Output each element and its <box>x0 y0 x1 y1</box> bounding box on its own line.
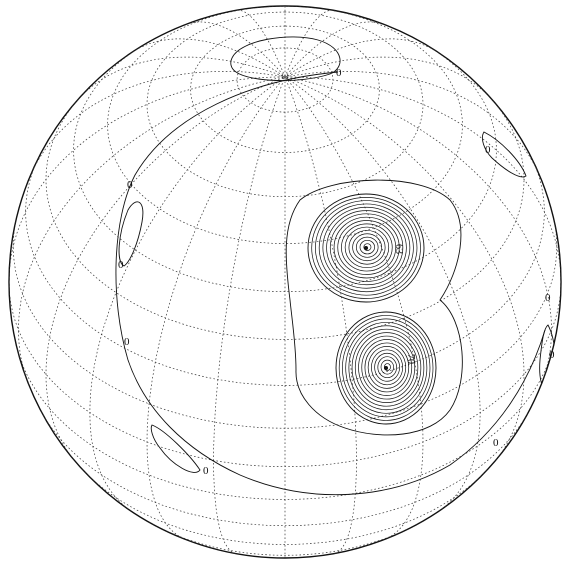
peak-lower-ring <box>342 318 431 418</box>
meridian-line <box>77 56 286 100</box>
peak-upper-contours <box>307 193 425 303</box>
label-zero-left-mid: 0 <box>124 336 130 348</box>
label-peak-lower: 70 <box>405 354 416 364</box>
peak-lower-ring <box>348 325 425 411</box>
label-zero-right-lower: 0 <box>493 437 499 449</box>
peak-lower-ring <box>377 356 397 379</box>
parallel-line <box>25 158 545 386</box>
peak-upper-ring <box>348 230 386 265</box>
meridian-line <box>284 76 525 461</box>
peak-lower-ring <box>361 339 413 396</box>
label-peak-upper: 63 <box>393 244 404 254</box>
peak-lower-ring <box>364 342 410 393</box>
peak-upper-center <box>364 246 368 250</box>
meridian-line <box>18 76 286 385</box>
meridian-line <box>284 71 539 174</box>
peak-lower-contours <box>335 311 437 425</box>
label-zero-upper-right: 0 <box>485 144 491 156</box>
parallel-line <box>148 521 422 556</box>
parallel-line <box>45 99 525 340</box>
label-zero-top: 0 <box>336 67 342 79</box>
peak-upper-ring <box>344 226 390 269</box>
peak-upper-ring <box>318 203 414 293</box>
peak-upper-ring <box>307 193 425 303</box>
peak-upper-ring <box>355 236 379 258</box>
meridian-line <box>31 71 286 174</box>
peak-lower-ring <box>345 321 428 414</box>
peak-lower-ring <box>374 352 400 382</box>
peak-upper-ring <box>352 233 382 262</box>
meridian-line <box>284 76 561 283</box>
peak-upper-ring <box>326 210 407 286</box>
peak-lower-ring <box>351 328 422 407</box>
meridian-line <box>284 76 552 385</box>
peak-lower-ring <box>367 346 407 389</box>
peak-lower-center <box>384 366 388 370</box>
parallel-line <box>40 411 530 527</box>
meridian-line <box>9 76 286 283</box>
label-zero-right-edge: 0 <box>549 349 555 361</box>
peak-upper-ring <box>315 200 418 296</box>
graticule-grid <box>9 6 561 558</box>
peak-upper-ring <box>322 206 411 289</box>
zero-contour-peaks-envelope <box>285 179 463 436</box>
peak-upper-ring <box>341 223 393 272</box>
peak-upper-ring <box>363 243 372 251</box>
zero-contour-polar-cap <box>230 36 341 81</box>
sphere-outline <box>8 5 562 559</box>
label-zero-right: 0 <box>545 292 551 304</box>
zero-contour-upper-right-island <box>481 131 527 178</box>
peak-lower-ring <box>380 359 394 375</box>
peak-upper-ring <box>337 220 397 275</box>
parallel-line <box>82 469 488 545</box>
peak-upper-ring <box>311 196 421 299</box>
meridian-line <box>89 76 286 512</box>
peak-upper-ring <box>359 239 375 255</box>
zero-contours <box>115 36 556 496</box>
zero-contour-lower-left-island <box>150 424 201 473</box>
peak-lower-ring <box>371 349 403 386</box>
meridian-line <box>284 76 481 512</box>
meridian-line <box>284 38 435 78</box>
label-zero-bottom-left: 0 <box>203 465 209 477</box>
meridian-line <box>185 21 286 78</box>
meridian-line <box>45 76 286 461</box>
label-zero-left-island: 0 <box>118 259 124 271</box>
peak-lower-ring <box>354 332 419 403</box>
meridian-line <box>135 38 286 78</box>
meridian-line <box>284 56 493 100</box>
peak-upper-ring <box>333 216 400 279</box>
peak-lower-ring <box>358 335 416 400</box>
meridian-line <box>284 76 424 539</box>
peak-upper-ring <box>329 213 404 282</box>
peak-lower-ring <box>338 315 434 421</box>
label-zero-left-upper: 0 <box>127 179 133 191</box>
zero-contour-outer-ring <box>115 71 546 496</box>
zero-contour-left-island <box>118 201 144 267</box>
meridian-line <box>284 21 385 78</box>
peak-lower-ring <box>335 311 437 425</box>
meridian-line <box>146 76 286 539</box>
